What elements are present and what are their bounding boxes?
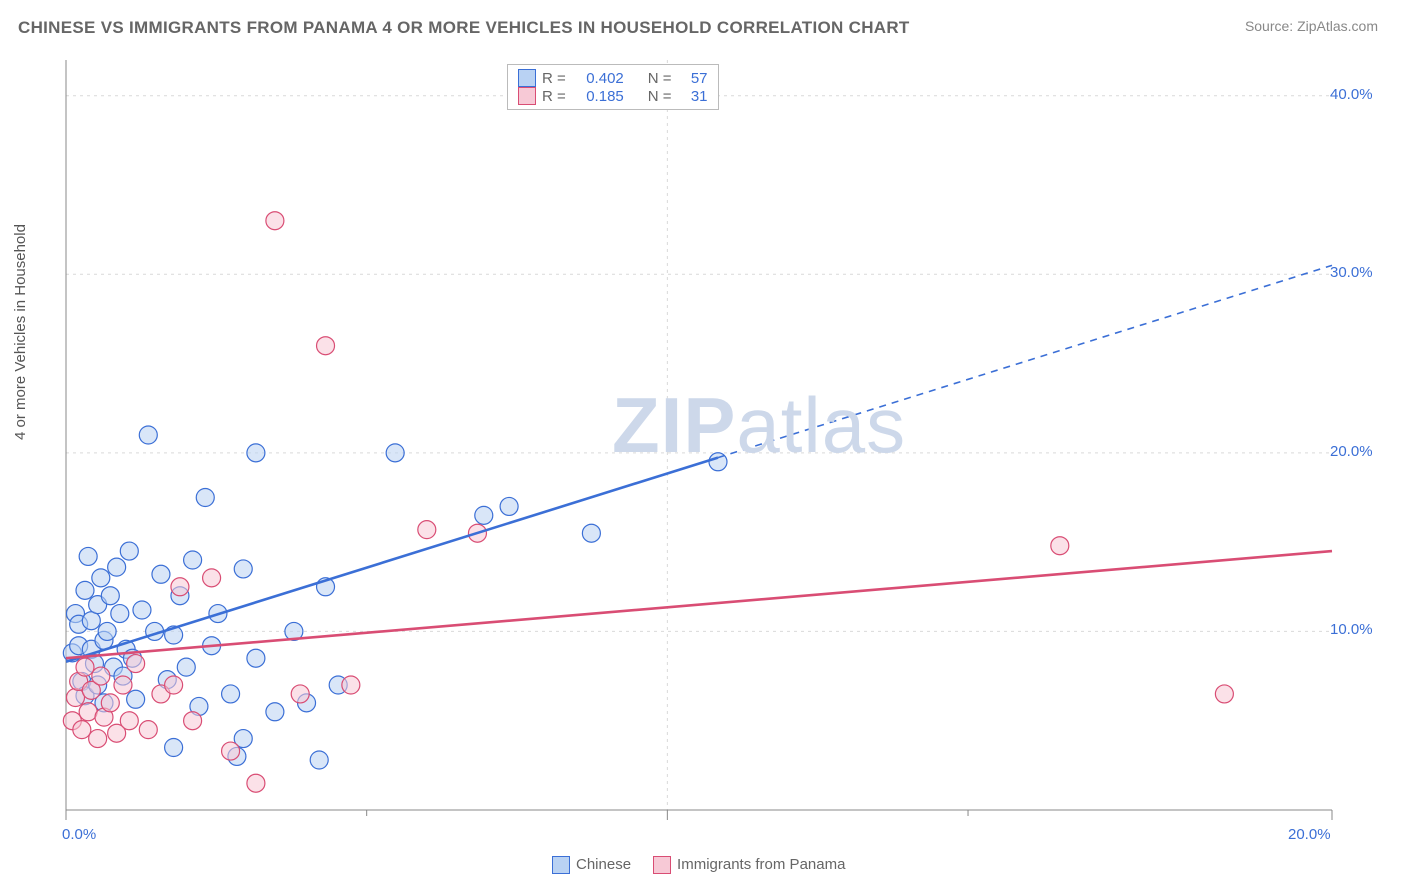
legend-item: Immigrants from Panama bbox=[653, 856, 845, 874]
legend-item: Chinese bbox=[552, 856, 631, 874]
x-tick-label: 20.0% bbox=[1288, 826, 1331, 843]
n-value: 31 bbox=[678, 88, 708, 105]
n-label: N = bbox=[648, 88, 672, 105]
y-tick-label: 30.0% bbox=[1330, 264, 1373, 281]
legend-series: Chinese Immigrants from Panama bbox=[552, 856, 845, 874]
r-label: R = bbox=[542, 70, 566, 87]
r-value: 0.402 bbox=[572, 70, 624, 87]
chart-title: CHINESE VS IMMIGRANTS FROM PANAMA 4 OR M… bbox=[18, 18, 910, 38]
x-tick-label: 0.0% bbox=[62, 826, 96, 843]
y-tick-label: 20.0% bbox=[1330, 443, 1373, 460]
y-tick-label: 40.0% bbox=[1330, 86, 1373, 103]
legend-label: Chinese bbox=[576, 856, 631, 873]
legend-stat-row: R = 0.402 N = 57 bbox=[518, 69, 708, 87]
y-axis-label: 4 or more Vehicles in Household bbox=[12, 224, 29, 440]
r-value: 0.185 bbox=[572, 88, 624, 105]
plot-svg bbox=[52, 60, 1372, 880]
legend-swatch bbox=[552, 856, 570, 874]
y-tick-label: 10.0% bbox=[1330, 621, 1373, 638]
legend-stat-row: R = 0.185 N = 31 bbox=[518, 87, 708, 105]
source-label: Source: ZipAtlas.com bbox=[1245, 18, 1378, 34]
r-label: R = bbox=[542, 88, 566, 105]
legend-swatch bbox=[518, 87, 536, 105]
scatter-plot: ZIPatlas R =0.402N =57R =0.185N =31 Chin… bbox=[52, 60, 1372, 840]
legend-swatch bbox=[518, 69, 536, 87]
legend-label: Immigrants from Panama bbox=[677, 856, 845, 873]
legend-swatch bbox=[653, 856, 671, 874]
n-value: 57 bbox=[678, 70, 708, 87]
legend-stats: R = 0.402 N = 57 R = 0.185 N = 31 bbox=[507, 64, 719, 110]
n-label: N = bbox=[648, 70, 672, 87]
